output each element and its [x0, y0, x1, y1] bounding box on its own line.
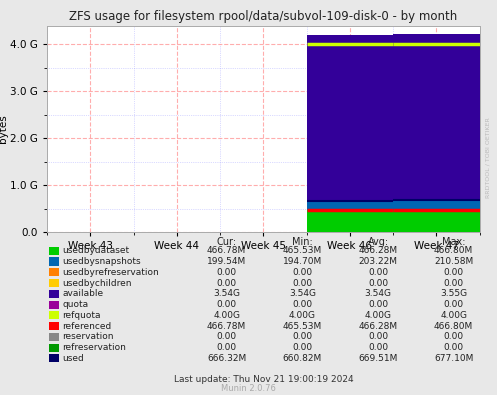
- Text: Avg:: Avg:: [367, 237, 389, 247]
- Text: 0.00: 0.00: [444, 343, 464, 352]
- Text: 194.70M: 194.70M: [283, 257, 322, 266]
- Text: reservation: reservation: [62, 333, 114, 341]
- Text: RRDTOOL / TOBI OETIKER: RRDTOOL / TOBI OETIKER: [486, 118, 491, 198]
- Text: refquota: refquota: [62, 311, 101, 320]
- Text: 0.00: 0.00: [444, 300, 464, 309]
- Text: Max:: Max:: [442, 237, 465, 247]
- Text: 3.54G: 3.54G: [364, 289, 392, 298]
- Text: 0.00: 0.00: [292, 268, 313, 277]
- Text: Munin 2.0.76: Munin 2.0.76: [221, 384, 276, 393]
- Text: 0.00: 0.00: [368, 278, 388, 288]
- Y-axis label: bytes: bytes: [0, 115, 7, 143]
- Text: 0.00: 0.00: [217, 333, 237, 341]
- Text: 0.00: 0.00: [368, 343, 388, 352]
- Bar: [49, 301, 59, 308]
- Text: 466.78M: 466.78M: [207, 246, 247, 255]
- Text: usedbydataset: usedbydataset: [62, 246, 130, 255]
- Text: 3.54G: 3.54G: [213, 289, 240, 298]
- Bar: [49, 279, 59, 287]
- Bar: [49, 322, 59, 330]
- Text: used: used: [62, 354, 84, 363]
- Text: 3.55G: 3.55G: [440, 289, 467, 298]
- Text: 466.80M: 466.80M: [434, 246, 473, 255]
- Text: usedbychildren: usedbychildren: [62, 278, 132, 288]
- Text: referenced: referenced: [62, 322, 112, 331]
- Text: 466.78M: 466.78M: [207, 322, 247, 331]
- Text: Min:: Min:: [292, 237, 313, 247]
- Text: 0.00: 0.00: [217, 300, 237, 309]
- Text: 465.53M: 465.53M: [283, 246, 322, 255]
- Text: 0.00: 0.00: [217, 343, 237, 352]
- Bar: [49, 311, 59, 320]
- Text: 669.51M: 669.51M: [358, 354, 398, 363]
- Bar: [49, 268, 59, 276]
- Bar: [49, 258, 59, 265]
- Text: 0.00: 0.00: [444, 333, 464, 341]
- Bar: [49, 290, 59, 298]
- Text: 466.28M: 466.28M: [358, 322, 398, 331]
- Bar: [49, 354, 59, 363]
- Text: 677.10M: 677.10M: [434, 354, 473, 363]
- Text: 0.00: 0.00: [444, 278, 464, 288]
- Text: 4.00G: 4.00G: [213, 311, 240, 320]
- Text: usedbysnapshots: usedbysnapshots: [62, 257, 141, 266]
- Text: 0.00: 0.00: [368, 333, 388, 341]
- Text: 0.00: 0.00: [292, 333, 313, 341]
- Text: 203.22M: 203.22M: [358, 257, 398, 266]
- Bar: [49, 344, 59, 352]
- Text: 466.80M: 466.80M: [434, 322, 473, 331]
- Text: 466.28M: 466.28M: [358, 246, 398, 255]
- Text: 210.58M: 210.58M: [434, 257, 473, 266]
- Text: quota: quota: [62, 300, 88, 309]
- Text: 0.00: 0.00: [217, 268, 237, 277]
- Text: available: available: [62, 289, 103, 298]
- Text: 0.00: 0.00: [292, 343, 313, 352]
- Text: Cur:: Cur:: [217, 237, 237, 247]
- Text: refreservation: refreservation: [62, 343, 126, 352]
- Text: 4.00G: 4.00G: [364, 311, 392, 320]
- Bar: [49, 247, 59, 255]
- Bar: [49, 333, 59, 341]
- Text: 0.00: 0.00: [368, 300, 388, 309]
- Text: Last update: Thu Nov 21 19:00:19 2024: Last update: Thu Nov 21 19:00:19 2024: [173, 374, 353, 384]
- Text: 666.32M: 666.32M: [207, 354, 247, 363]
- Text: 465.53M: 465.53M: [283, 322, 322, 331]
- Text: usedbyrefreservation: usedbyrefreservation: [62, 268, 159, 277]
- Title: ZFS usage for filesystem rpool/data/subvol-109-disk-0 - by month: ZFS usage for filesystem rpool/data/subv…: [69, 10, 458, 23]
- Text: 0.00: 0.00: [217, 278, 237, 288]
- Text: 0.00: 0.00: [292, 278, 313, 288]
- Text: 0.00: 0.00: [444, 268, 464, 277]
- Text: 3.54G: 3.54G: [289, 289, 316, 298]
- Text: 0.00: 0.00: [368, 268, 388, 277]
- Text: 4.00G: 4.00G: [289, 311, 316, 320]
- Text: 660.82M: 660.82M: [283, 354, 322, 363]
- Text: 0.00: 0.00: [292, 300, 313, 309]
- Text: 4.00G: 4.00G: [440, 311, 467, 320]
- Text: 199.54M: 199.54M: [207, 257, 247, 266]
